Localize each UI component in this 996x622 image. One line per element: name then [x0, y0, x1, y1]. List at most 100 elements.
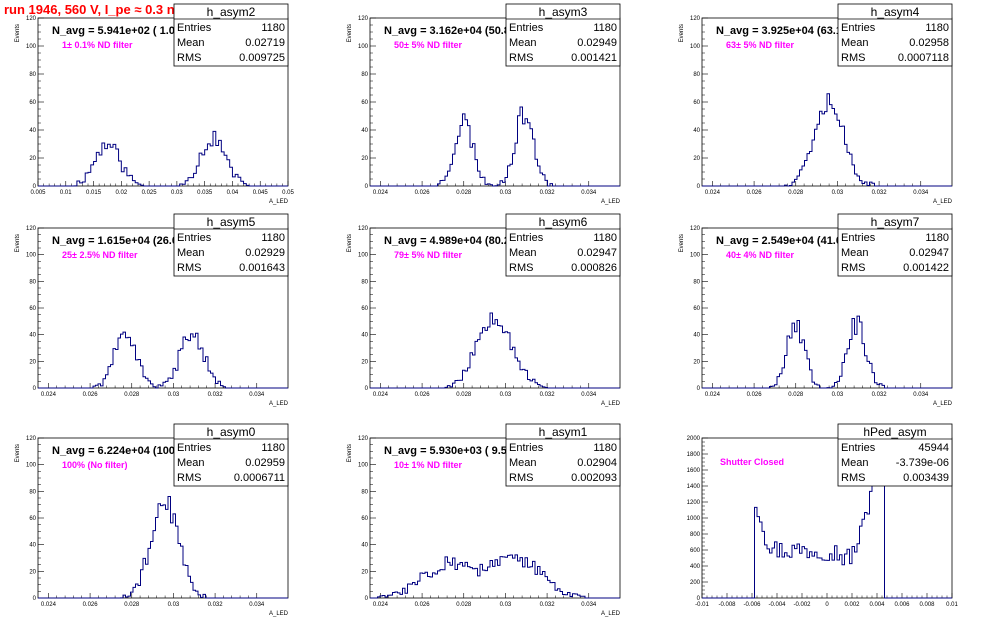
x-tick-label: 0.03: [500, 602, 512, 608]
stats-label: Entries: [841, 232, 876, 244]
x-tick-label: -0.004: [768, 602, 786, 608]
stats-label: Entries: [177, 22, 212, 34]
x-tick-label: -0.006: [743, 602, 761, 608]
y-tick-label: 60: [361, 516, 368, 522]
x-tick-label: 0: [825, 602, 829, 608]
stats-value: 0.001422: [903, 262, 949, 274]
stats-label: Mean: [841, 457, 869, 469]
x-tick-label: 0.026: [747, 392, 763, 398]
x-axis-title: A_LED: [601, 611, 621, 617]
x-tick-label: -0.01: [695, 602, 709, 608]
stats-label: RMS: [177, 52, 201, 64]
y-tick-label: 100: [690, 253, 701, 259]
x-tick-label: 0.034: [249, 392, 265, 398]
y-tick-label: 120: [26, 226, 37, 232]
y-axis-title: Events: [347, 234, 353, 252]
stats-label: Mean: [841, 37, 869, 49]
x-tick-label: 0.024: [705, 190, 721, 196]
y-tick-label: 20: [361, 569, 368, 575]
stats-value: 1180: [261, 442, 285, 454]
stats-value: 0.02949: [577, 37, 617, 49]
stats-label: RMS: [177, 472, 201, 484]
y-tick-label: 40: [693, 333, 700, 339]
filter-label: 50± 5% ND filter: [394, 40, 462, 50]
histogram-name: h_asym3: [539, 5, 588, 19]
navg-label: N_avg = 3.925e+04 (63.1 %): [716, 25, 859, 37]
y-tick-label: 40: [693, 128, 700, 134]
stats-box: [837, 423, 953, 487]
y-tick-label: 0: [697, 386, 701, 392]
stats-label: RMS: [509, 472, 533, 484]
y-tick-label: 60: [29, 516, 36, 522]
y-tick-label: 60: [693, 100, 700, 106]
y-tick-label: 200: [690, 580, 701, 586]
filter-label: 1± 0.1% ND filter: [62, 40, 133, 50]
y-tick-label: 80: [361, 279, 368, 285]
filter-label: 79± 5% ND filter: [394, 250, 462, 260]
x-tick-label: 0.032: [872, 190, 888, 196]
x-tick-label: 0.015: [86, 190, 102, 196]
histogram-line: [370, 106, 620, 187]
y-tick-label: 100: [26, 463, 37, 469]
histogram-line: [370, 554, 620, 599]
stats-label: Entries: [509, 232, 544, 244]
y-tick-label: 80: [361, 72, 368, 78]
y-tick-label: 0: [697, 596, 701, 602]
stats-value: 0.001643: [239, 262, 285, 274]
y-tick-label: 2000: [687, 436, 701, 442]
histogram-line: [38, 130, 288, 187]
y-tick-label: 40: [29, 128, 36, 134]
stats-label: RMS: [841, 472, 865, 484]
stats-label: Entries: [177, 442, 212, 454]
x-tick-label: 0.026: [415, 190, 431, 196]
y-axis-title: Events: [679, 24, 685, 42]
x-axis-title: A_LED: [933, 199, 953, 205]
navg-label: N_avg = 6.224e+04 (100.0 %): [52, 445, 201, 457]
stats-value: 0.02904: [577, 457, 617, 469]
x-tick-label: 0.032: [872, 392, 888, 398]
x-tick-label: 0.026: [747, 190, 763, 196]
histogram-panel-h_asym6: 0.024 0.026 0.028 0.03 0.032 0.034 0 20 40 60 80 10…: [347, 213, 621, 407]
y-tick-label: 20: [361, 156, 368, 162]
stats-box: [505, 423, 621, 487]
navg-label: N_avg = 4.989e+04 (80.2 %): [384, 235, 527, 247]
histogram-panel-h_asym2: 0.005 0.01 0.015 0.02 0.025 0.03 0.035 0.04 0.04…: [15, 3, 294, 205]
y-tick-label: 1000: [687, 516, 701, 522]
filter-label: 100% (No filter): [62, 460, 128, 470]
x-tick-label: 0.034: [581, 190, 597, 196]
x-tick-label: 0.01: [946, 602, 958, 608]
stats-value: 0.002093: [571, 472, 617, 484]
navg-label: N_avg = 3.162e+04 (50.8 %): [384, 25, 527, 37]
x-tick-label: 0.028: [124, 602, 140, 608]
x-tick-label: 0.032: [208, 392, 224, 398]
x-tick-label: 0.045: [253, 190, 269, 196]
y-tick-label: 120: [358, 16, 369, 22]
stats-value: 0.02958: [909, 37, 949, 49]
y-tick-label: 60: [361, 100, 368, 106]
x-tick-label: 0.03: [500, 190, 512, 196]
y-tick-label: 600: [690, 548, 701, 554]
y-tick-label: 80: [693, 279, 700, 285]
x-tick-label: 0.01: [60, 190, 72, 196]
filter-label: 25± 2.5% ND filter: [62, 250, 138, 260]
y-tick-label: 120: [358, 226, 369, 232]
y-tick-label: 60: [29, 306, 36, 312]
filter-label: 40± 4% ND filter: [726, 250, 794, 260]
histogram-name: h_asym1: [539, 425, 588, 439]
y-tick-label: 0: [365, 386, 369, 392]
x-tick-label: 0.04: [227, 190, 239, 196]
y-tick-label: 400: [690, 564, 701, 570]
histogram-name: h_asym2: [207, 5, 256, 19]
histogram-line: [702, 315, 952, 389]
stats-label: RMS: [841, 52, 865, 64]
y-axis-title: Events: [15, 444, 21, 462]
x-tick-label: 0.035: [197, 190, 213, 196]
stats-value: 1180: [593, 22, 617, 34]
y-tick-label: 100: [26, 253, 37, 259]
histogram-name: h_asym0: [207, 425, 256, 439]
stats-value: 0.009725: [239, 52, 285, 64]
x-tick-label: 0.024: [373, 392, 389, 398]
histogram-panel-h_asym4: 0.024 0.026 0.028 0.03 0.032 0.034 0 20 40 60 80 10…: [679, 3, 953, 205]
stats-value: 1180: [925, 232, 949, 244]
